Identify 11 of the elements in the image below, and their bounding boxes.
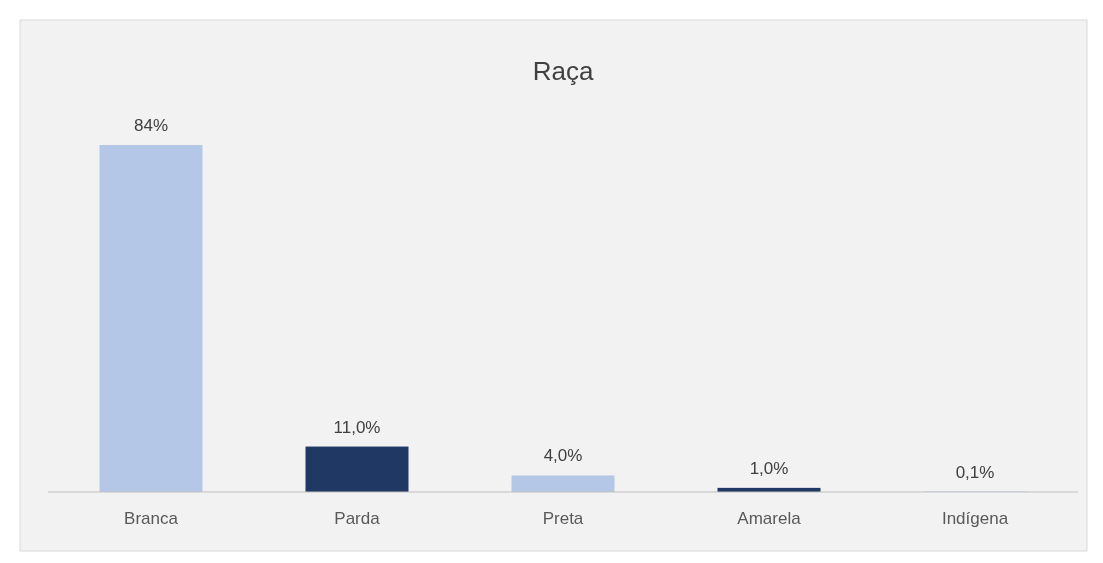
data-label: 0,1% (955, 462, 995, 482)
data-label: 84% (133, 116, 169, 135)
x-tick-label: Parda (334, 509, 381, 528)
chart-title: Raça (532, 56, 594, 86)
data-label: 1,0% (749, 458, 789, 478)
x-tick-label: Preta (542, 509, 584, 528)
x-tick-label: Branca (124, 509, 179, 528)
x-tick-label: Indígena (941, 509, 1009, 528)
data-label: 11,0% (333, 417, 381, 437)
data-label: 4,0% (543, 446, 583, 466)
x-tick-label: Amarela (737, 509, 802, 528)
